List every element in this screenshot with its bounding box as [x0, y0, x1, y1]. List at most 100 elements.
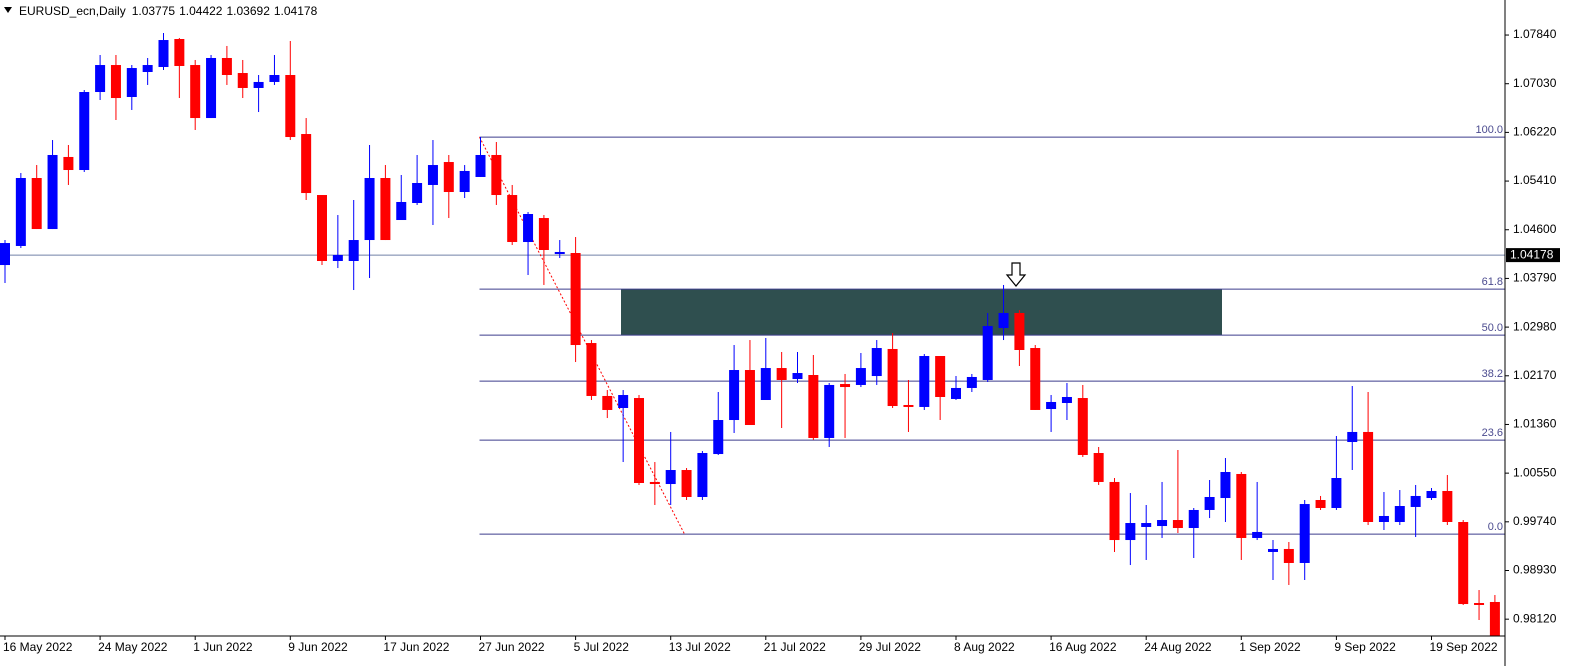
candle-body [1426, 490, 1437, 499]
plot-area [0, 32, 1505, 636]
candle [507, 184, 518, 246]
candle-body [412, 182, 423, 204]
candle-body [110, 65, 121, 99]
candle [285, 40, 296, 141]
candle [966, 373, 977, 393]
candle-body [1220, 471, 1231, 499]
candle [1125, 493, 1136, 566]
y-tick-label: 0.98120 [1513, 611, 1557, 625]
y-tick-label: 1.00550 [1513, 465, 1557, 479]
candle [570, 237, 581, 363]
candle-body [443, 162, 454, 193]
candle-body [744, 370, 755, 426]
candle-body [237, 73, 248, 88]
candle-body [855, 368, 866, 385]
candle-body [0, 243, 10, 266]
candle-body [634, 398, 644, 483]
candle [1188, 507, 1199, 558]
candle-body [729, 370, 740, 421]
candle-body [697, 453, 708, 497]
x-tick-label: 9 Sep 2022 [1334, 640, 1396, 654]
arrow-marker [1005, 262, 1027, 287]
candle-body [1347, 431, 1358, 443]
candle [174, 37, 185, 99]
header-toggle[interactable] [4, 7, 12, 13]
candle [618, 390, 629, 463]
y-tick-label: 0.98930 [1513, 563, 1557, 577]
candle [1268, 540, 1278, 580]
current-price-box [1506, 248, 1560, 263]
candle [586, 340, 597, 401]
candle [1442, 475, 1453, 526]
candle [1283, 542, 1294, 585]
x-tick-label: 5 Jul 2022 [574, 640, 630, 654]
candle [443, 154, 454, 219]
current-price-label: 1.04178 [1510, 247, 1554, 261]
chart-header: EURUSD_ecn,Daily 1.03775 1.04422 1.03692 1.0… [19, 4, 318, 18]
candle-body [554, 251, 565, 255]
candle [491, 142, 502, 205]
candle-body [459, 170, 470, 193]
candle-body [63, 156, 74, 171]
candle [713, 392, 724, 455]
candle-body [1474, 603, 1485, 605]
candle [760, 337, 771, 401]
candle-body [1077, 398, 1088, 455]
candle [1315, 495, 1326, 510]
candle-body [1046, 401, 1057, 410]
candle [776, 351, 787, 429]
candle [1061, 382, 1072, 421]
supply-zone [621, 289, 1222, 336]
candle-body [808, 375, 819, 438]
x-tick-label: 16 May 2022 [3, 640, 73, 654]
candle [1157, 481, 1168, 538]
candle-body [1109, 481, 1120, 541]
fib-label: 100.0 [1475, 124, 1503, 136]
candle-body [1331, 478, 1342, 508]
candle-body [966, 376, 977, 388]
candle [317, 195, 327, 266]
candle [1426, 487, 1437, 501]
candle-body [174, 39, 185, 66]
candle [95, 54, 106, 101]
candle-body [840, 384, 851, 388]
y-tick-label: 1.02980 [1513, 319, 1557, 333]
candle [1204, 479, 1215, 519]
candle-body [364, 178, 375, 241]
candle [1489, 595, 1500, 636]
candle [1331, 435, 1342, 510]
candle [0, 240, 10, 283]
candle [887, 332, 898, 408]
candle [840, 373, 851, 438]
candle [1077, 384, 1088, 457]
candle [697, 451, 708, 501]
candle [1236, 471, 1247, 560]
y-tick-label: 1.05410 [1513, 173, 1557, 187]
candle-body [317, 195, 327, 261]
candle [808, 354, 819, 441]
candle [1220, 457, 1231, 522]
candle-body [1141, 523, 1152, 527]
candle-body [47, 154, 58, 230]
candle-body [190, 65, 201, 119]
fib-label: 0.0 [1488, 521, 1503, 533]
candle [158, 32, 169, 71]
candle [63, 145, 74, 185]
y-tick-label: 1.06220 [1513, 125, 1557, 139]
candle-body [538, 218, 549, 251]
y-tick-label: 0.99740 [1513, 514, 1557, 528]
candle [855, 353, 866, 388]
candle [79, 90, 90, 172]
candle-body [602, 395, 613, 410]
candle-body [1188, 509, 1199, 529]
candle [1014, 309, 1025, 366]
candle-body [1378, 515, 1389, 522]
candle-body [1489, 601, 1500, 636]
x-tick-label: 1 Sep 2022 [1239, 640, 1301, 654]
y-tick-label: 1.03790 [1513, 271, 1557, 285]
x-tick-label: 17 Jun 2022 [383, 640, 449, 654]
x-tick-label: 16 Aug 2022 [1049, 640, 1117, 654]
fib-label: 38.2 [1482, 368, 1503, 380]
candle-body [1363, 431, 1374, 522]
candle-body [523, 214, 534, 243]
